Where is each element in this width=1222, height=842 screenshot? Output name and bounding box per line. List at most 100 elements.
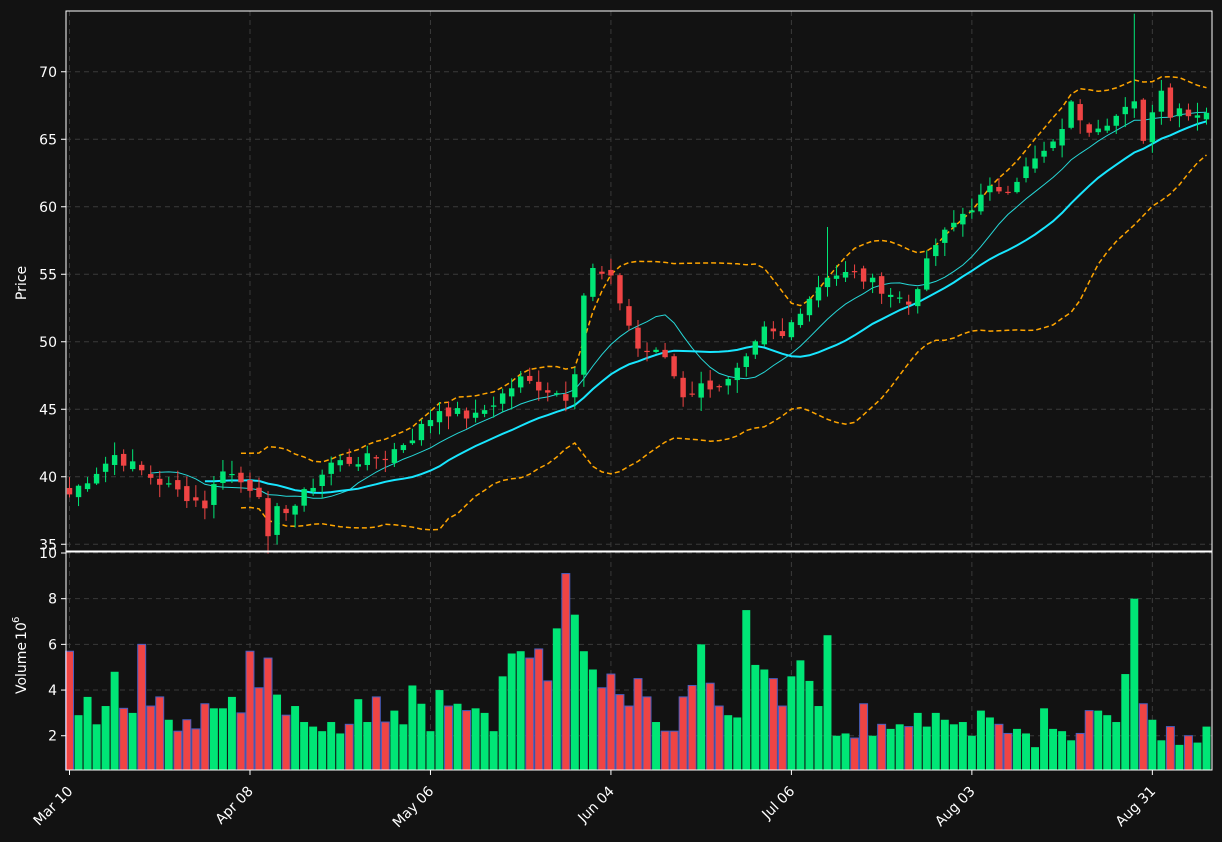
volume-bar-up (336, 733, 345, 770)
candle-up (951, 222, 957, 228)
volume-bar-down (660, 730, 670, 771)
volume-bar-up (480, 712, 489, 770)
volume-bars (65, 573, 1211, 771)
volume-bar-up (1094, 710, 1103, 770)
volume-bar-down (254, 687, 264, 771)
candle-up (797, 313, 804, 326)
volume-axis-label-text: Volume (14, 642, 30, 694)
candle-down (157, 478, 163, 485)
volume-bar-down (859, 703, 869, 771)
volume-bar-up (724, 715, 733, 770)
candle-up (978, 194, 984, 212)
volume-bar-up (83, 696, 92, 770)
volume-bar-down (200, 703, 210, 771)
candle-down (779, 331, 786, 336)
volume-bar-up (390, 710, 399, 770)
volume-bar-up (552, 628, 561, 770)
volume-bar-up (273, 694, 282, 770)
volume-bar-down (850, 737, 860, 771)
candle-up (987, 185, 993, 193)
candle-up (418, 423, 425, 441)
volume-bar-down (137, 643, 147, 771)
candle-down (635, 327, 641, 349)
candle-up (1023, 166, 1029, 179)
candle-up (111, 455, 118, 465)
candle-down (1167, 87, 1174, 118)
volume-bar-up (832, 735, 841, 770)
volume-tick-label: 8 (48, 592, 57, 608)
volume-bar-down (173, 730, 183, 771)
candle-up (1032, 158, 1038, 169)
candle-up (1014, 181, 1020, 193)
volume-bar-up (1049, 728, 1058, 770)
volume-bar-down (633, 678, 643, 771)
volume-bar-down (1003, 732, 1013, 771)
volume-bar-up (886, 728, 895, 770)
volume-bar-down (606, 673, 616, 771)
candle-up (75, 485, 82, 498)
candle-down (138, 464, 145, 471)
volume-bar-up (733, 717, 742, 770)
candle-up (581, 295, 587, 375)
volume-bar-up (1202, 726, 1211, 770)
candle-up (319, 474, 325, 487)
lower-band-line (240, 154, 1207, 531)
candle-down (860, 268, 867, 282)
volume-bar-up (976, 710, 985, 770)
volume-bar-down (245, 650, 255, 771)
candle-up (328, 462, 334, 474)
volume-bar-up (209, 708, 218, 770)
candle-down (851, 271, 858, 273)
candle-up (499, 393, 506, 404)
volume-bar-up (92, 724, 101, 770)
candle-up (572, 374, 578, 398)
volume-bar-down (543, 680, 553, 771)
candle-up (653, 349, 659, 353)
volume-bar-down (146, 705, 156, 771)
candle-up (1113, 115, 1119, 126)
volume-tick-label: 6 (48, 637, 57, 653)
volume-axis-label-unit: 10 (14, 622, 30, 640)
candle-up (554, 393, 560, 395)
candle-down (689, 393, 695, 395)
candle-up (1068, 101, 1074, 128)
candle-up (942, 229, 948, 243)
volume-bar-down (687, 684, 697, 771)
candle-down (662, 349, 668, 358)
candle-up (752, 341, 759, 355)
volume-bar-up (1022, 733, 1030, 770)
candle-down (445, 407, 452, 417)
volume-bar-down (714, 705, 724, 771)
volume-bar-up (1148, 719, 1157, 770)
candle-down (346, 456, 352, 464)
candle-up (1095, 128, 1101, 133)
volume-bar-up (128, 712, 137, 770)
volume-bar-down (65, 650, 74, 771)
candle-up (490, 405, 497, 407)
volume-bar-up (426, 731, 435, 770)
candle-up (436, 411, 443, 423)
candle-up (887, 294, 894, 297)
volume-bar-up (922, 726, 931, 770)
volume-bar-up (453, 703, 462, 770)
candle-down (247, 480, 253, 491)
candle-up (481, 410, 488, 414)
candle-up (869, 277, 876, 283)
candle-down (617, 275, 623, 304)
volume-bar-up (489, 731, 498, 770)
price-tick-label: 55 (39, 267, 57, 283)
volume-bar-down (615, 694, 625, 771)
candle-up (969, 210, 975, 213)
candle-down (545, 390, 551, 393)
volume-bar-up (796, 660, 805, 770)
volume-bar-down (768, 678, 778, 771)
price-tick-label: 65 (39, 132, 57, 148)
volume-bar-down (1075, 732, 1085, 771)
candle-up (129, 461, 136, 470)
volume-bar-up (417, 703, 426, 770)
candle-down (680, 377, 686, 398)
candle-down (283, 508, 289, 514)
candle-down (373, 457, 380, 459)
volume-bar-up (940, 719, 949, 770)
candle-down (265, 498, 271, 537)
